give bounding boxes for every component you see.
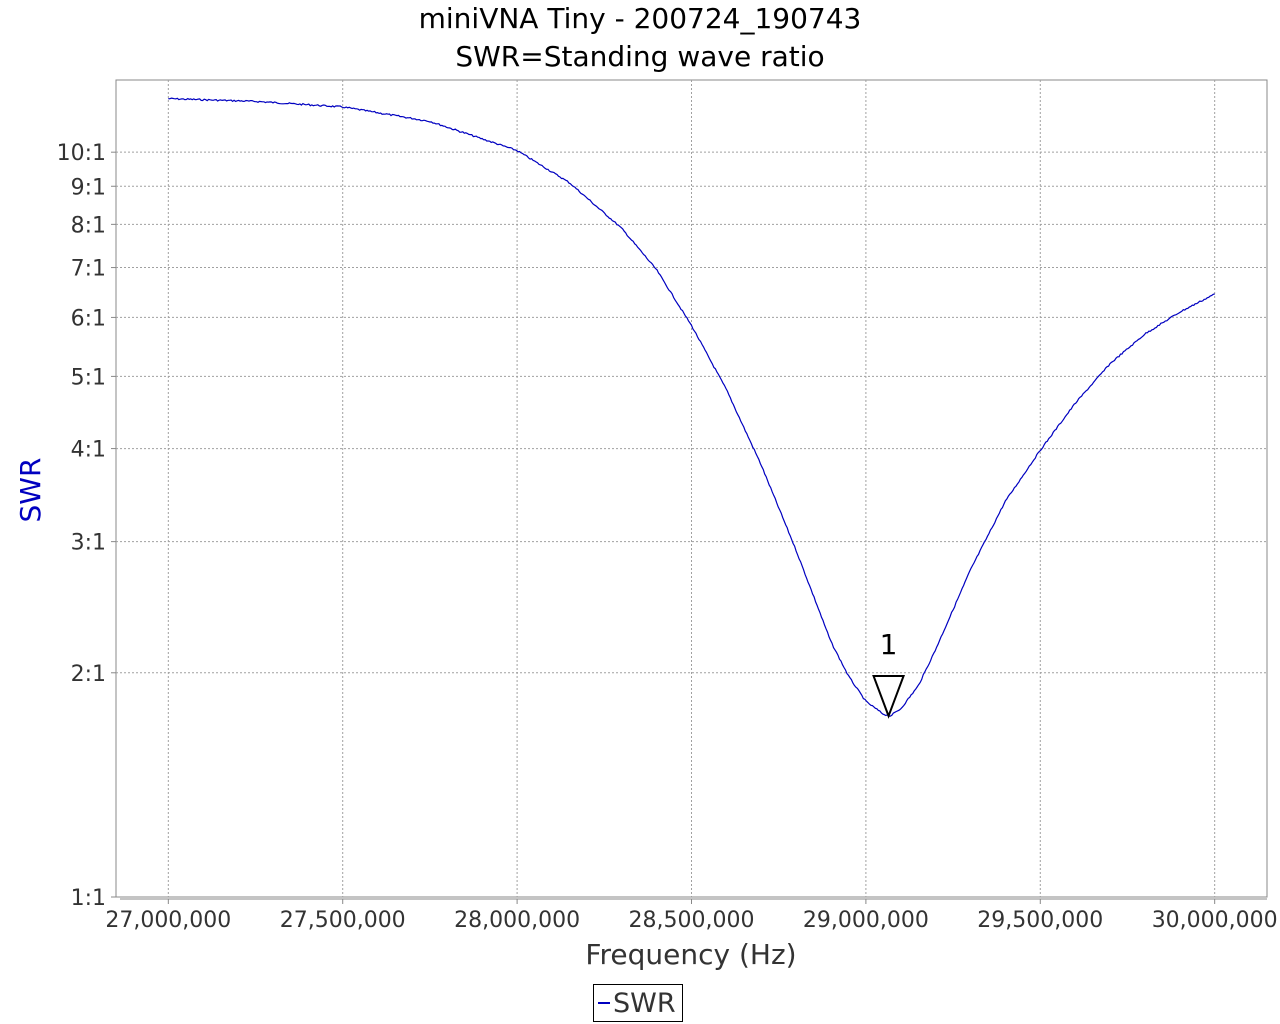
y-tick-label: 2:1 <box>71 662 106 687</box>
chart-subtitle: SWR=Standing wave ratio <box>455 40 825 73</box>
y-tick-label: 8:1 <box>71 213 106 238</box>
y-axis-ticks: 1:1 2:1 3:1 4:1 5:1 6:1 7:1 8:1 9:1 10:1 <box>57 141 116 911</box>
marker-group: 1 <box>872 628 906 719</box>
marker-triangle <box>872 674 906 719</box>
y-tick-label: 9:1 <box>71 175 106 200</box>
y-tick-label: 1:1 <box>71 886 106 911</box>
grid-lines <box>116 80 1267 897</box>
x-tick-label: 29,500,000 <box>977 908 1103 933</box>
y-axis-title: SWR <box>14 458 47 523</box>
y-tick-label: 4:1 <box>71 438 106 463</box>
x-tick-label: 28,000,000 <box>454 908 580 933</box>
chart-title: miniVNA Tiny - 200724_190743 <box>418 2 862 35</box>
series-group <box>168 97 1215 717</box>
y-tick-label: 7:1 <box>71 257 106 282</box>
x-tick-label: 29,000,000 <box>803 908 929 933</box>
x-tick-label: 28,500,000 <box>629 908 755 933</box>
legend-swatch <box>598 1002 610 1004</box>
x-tick-label: 30,000,000 <box>1152 908 1278 933</box>
x-tick-label: 27,500,000 <box>280 908 406 933</box>
x-axis-ticks: 27,000,000 27,500,000 28,000,000 28,500,000… <box>105 899 1278 933</box>
y-tick-label: 5:1 <box>71 365 106 390</box>
x-tick-label: 27,000,000 <box>105 908 231 933</box>
y-tick-label: 6:1 <box>71 306 106 331</box>
y-tick-label: 3:1 <box>71 531 106 556</box>
legend-label: SWR <box>613 987 676 1019</box>
marker-label: 1 <box>880 628 898 661</box>
y-tick-label: 10:1 <box>57 141 106 166</box>
x-axis-title: Frequency (Hz) <box>585 938 796 971</box>
legend: SWR <box>593 984 683 1022</box>
series-line-swr <box>168 97 1215 717</box>
